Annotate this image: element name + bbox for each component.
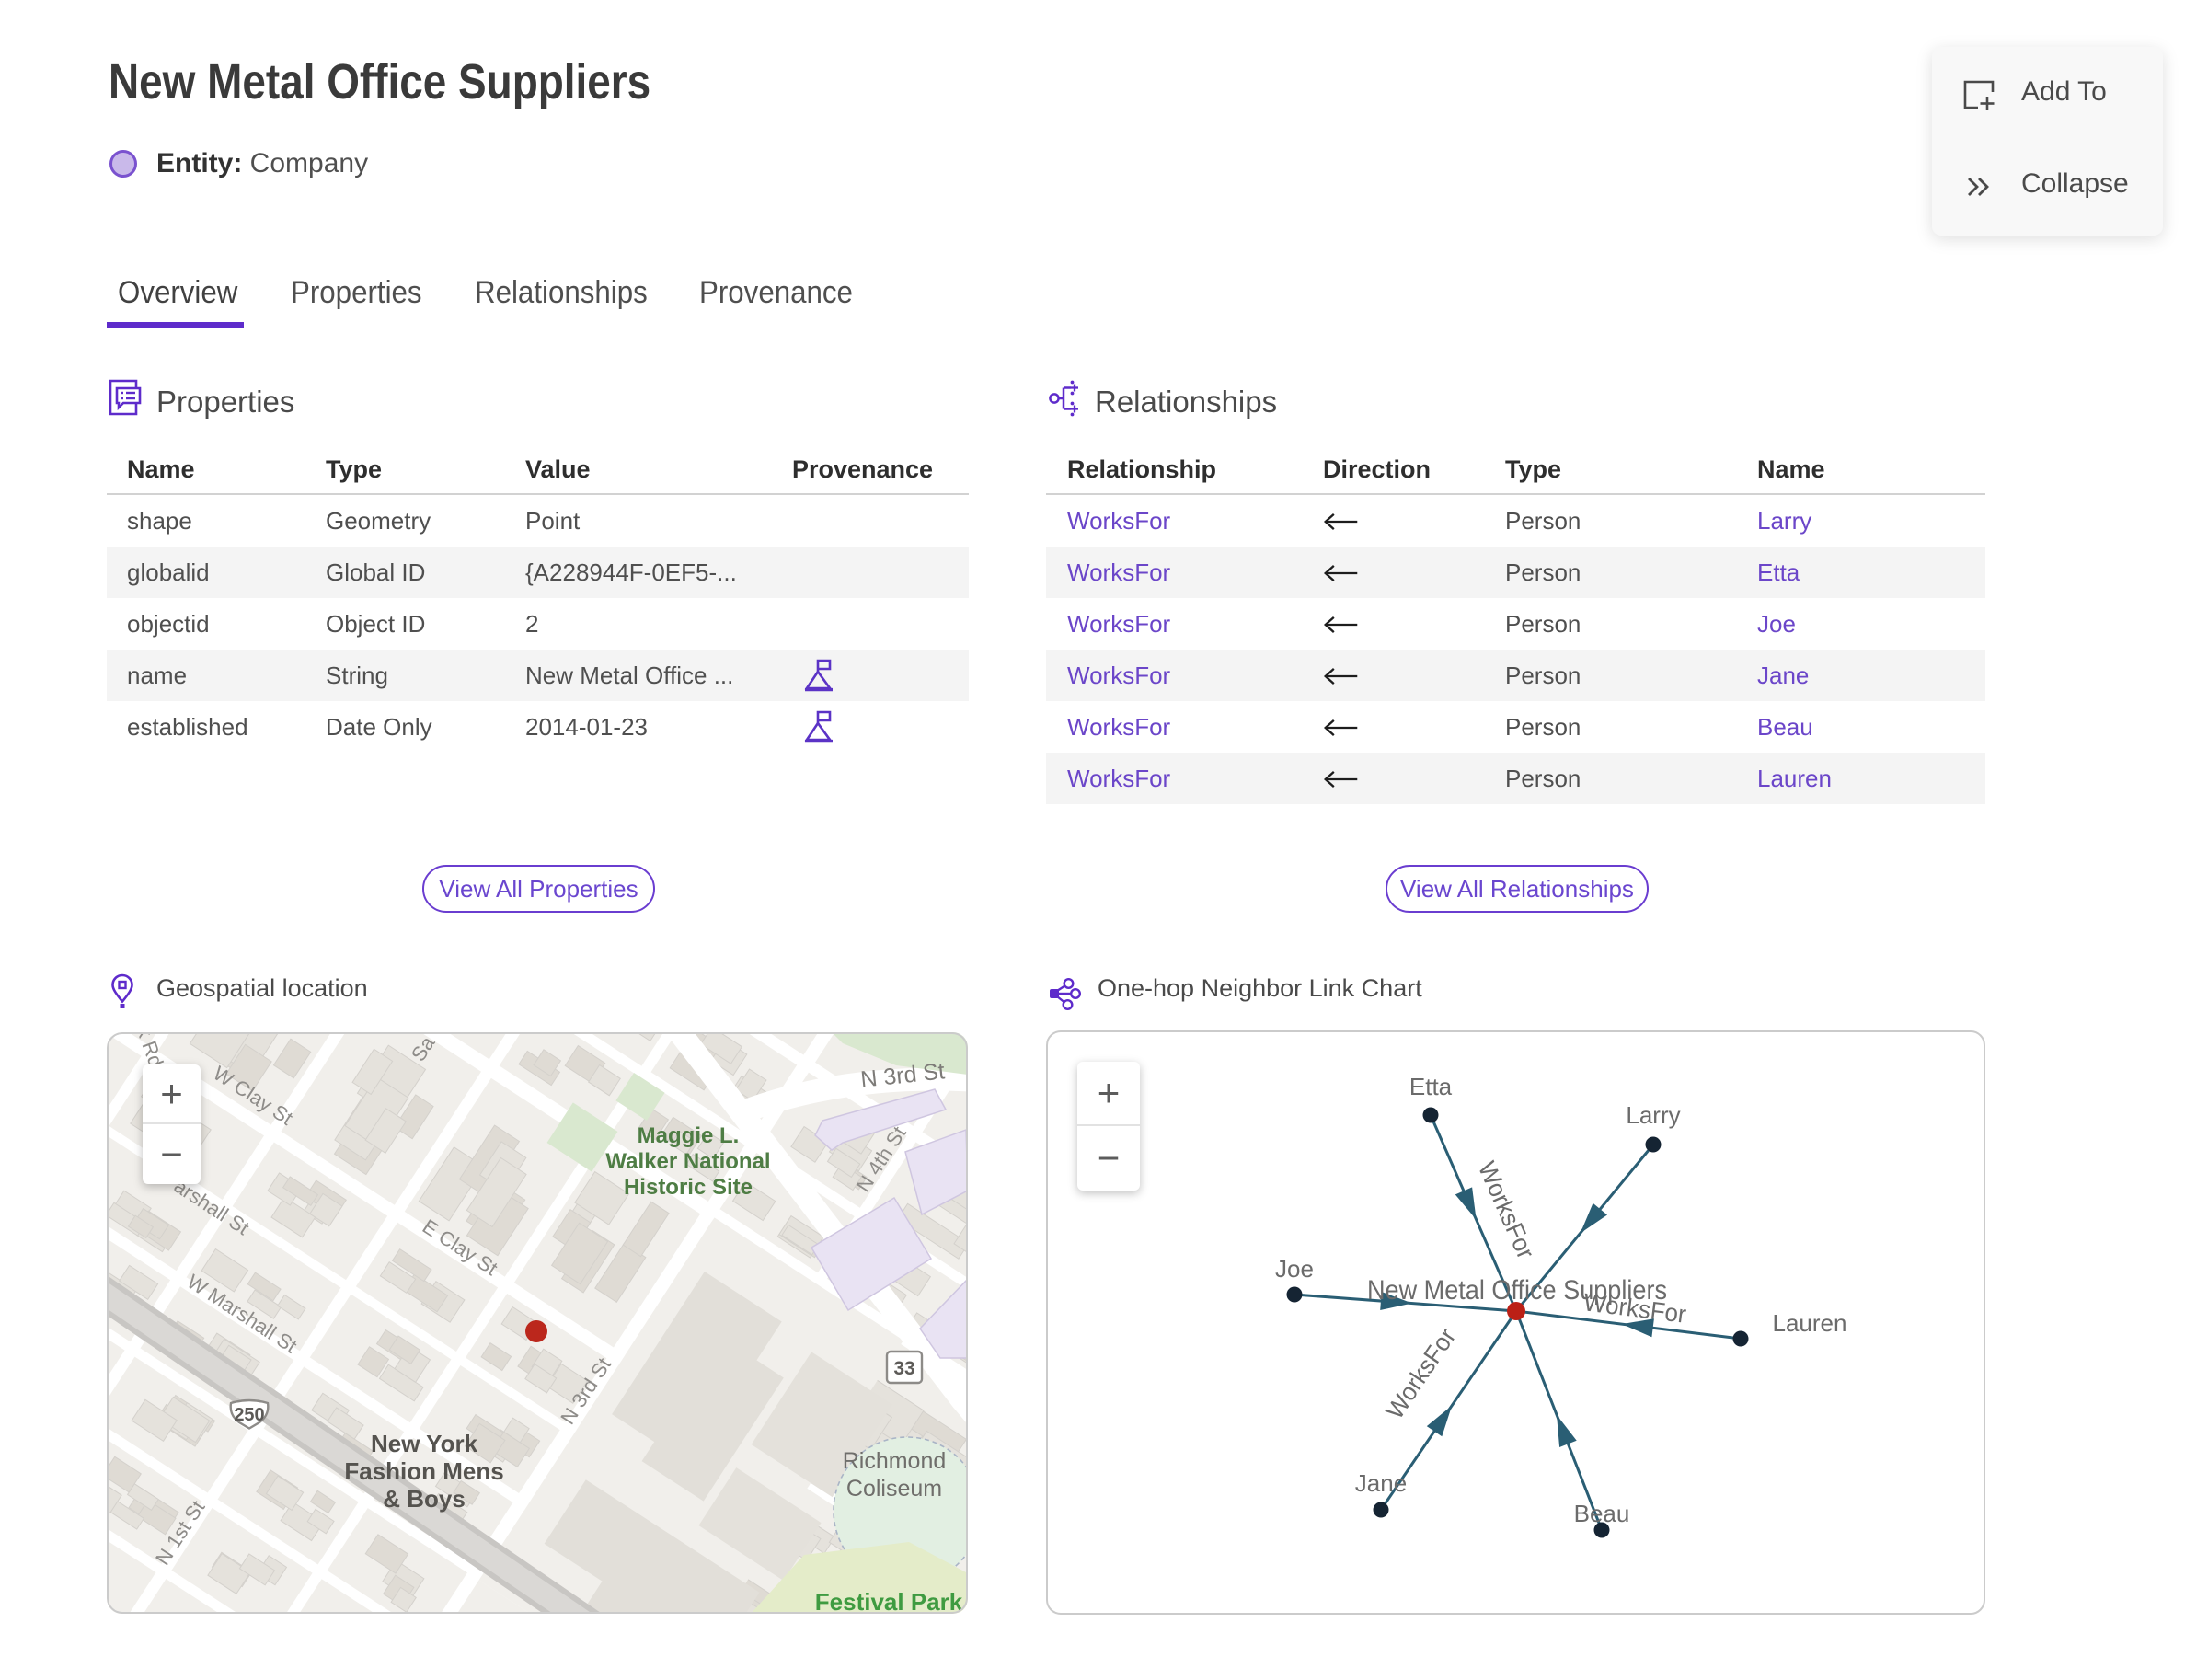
svg-text:Festival Park: Festival Park [815, 1588, 963, 1614]
svg-text:& Boys: & Boys [383, 1485, 466, 1513]
svg-text:Richmond: Richmond [843, 1448, 947, 1474]
svg-text:Beau: Beau [1574, 1500, 1630, 1527]
svg-text:Maggie L.: Maggie L. [638, 1123, 740, 1148]
svg-text:New Metal Office Suppliers: New Metal Office Suppliers [1367, 1275, 1667, 1306]
svg-text:Coliseum: Coliseum [846, 1476, 942, 1502]
svg-text:Lauren: Lauren [1773, 1309, 1847, 1337]
svg-text:33: 33 [893, 1358, 914, 1379]
svg-text:New York: New York [371, 1430, 478, 1457]
svg-text:Walker National: Walker National [605, 1149, 770, 1174]
svg-text:Joe: Joe [1275, 1255, 1314, 1283]
svg-text:Etta: Etta [1409, 1073, 1453, 1100]
svg-text:250: 250 [234, 1405, 264, 1425]
svg-text:Fashion Mens: Fashion Mens [344, 1457, 503, 1485]
svg-text:Jane: Jane [1355, 1469, 1407, 1497]
svg-text:WorksFor: WorksFor [1473, 1157, 1540, 1263]
svg-text:Historic Site: Historic Site [624, 1175, 753, 1200]
svg-text:Larry: Larry [1626, 1101, 1680, 1129]
